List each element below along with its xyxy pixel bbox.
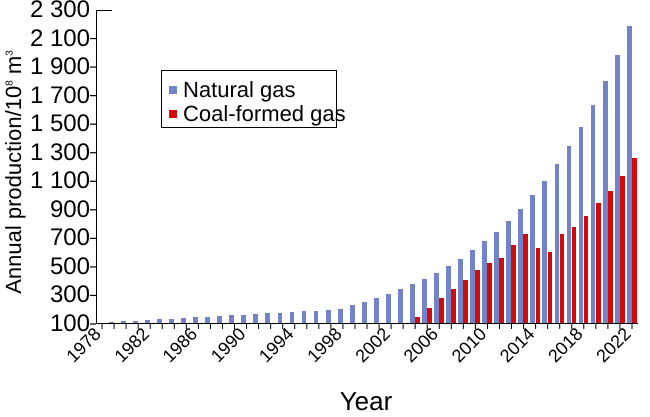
svg-text:1982: 1982 bbox=[111, 324, 153, 366]
svg-text:2010: 2010 bbox=[448, 324, 490, 366]
svg-text:1998: 1998 bbox=[303, 324, 345, 366]
svg-text:2002: 2002 bbox=[351, 324, 393, 366]
svg-text:2006: 2006 bbox=[400, 324, 442, 366]
svg-text:1990: 1990 bbox=[207, 324, 249, 366]
svg-text:1978: 1978 bbox=[62, 324, 104, 366]
svg-text:2014: 2014 bbox=[496, 324, 538, 366]
svg-text:1994: 1994 bbox=[255, 324, 297, 366]
svg-text:1986: 1986 bbox=[159, 324, 201, 366]
svg-text:2022: 2022 bbox=[592, 324, 634, 366]
svg-text:2018: 2018 bbox=[544, 324, 586, 366]
